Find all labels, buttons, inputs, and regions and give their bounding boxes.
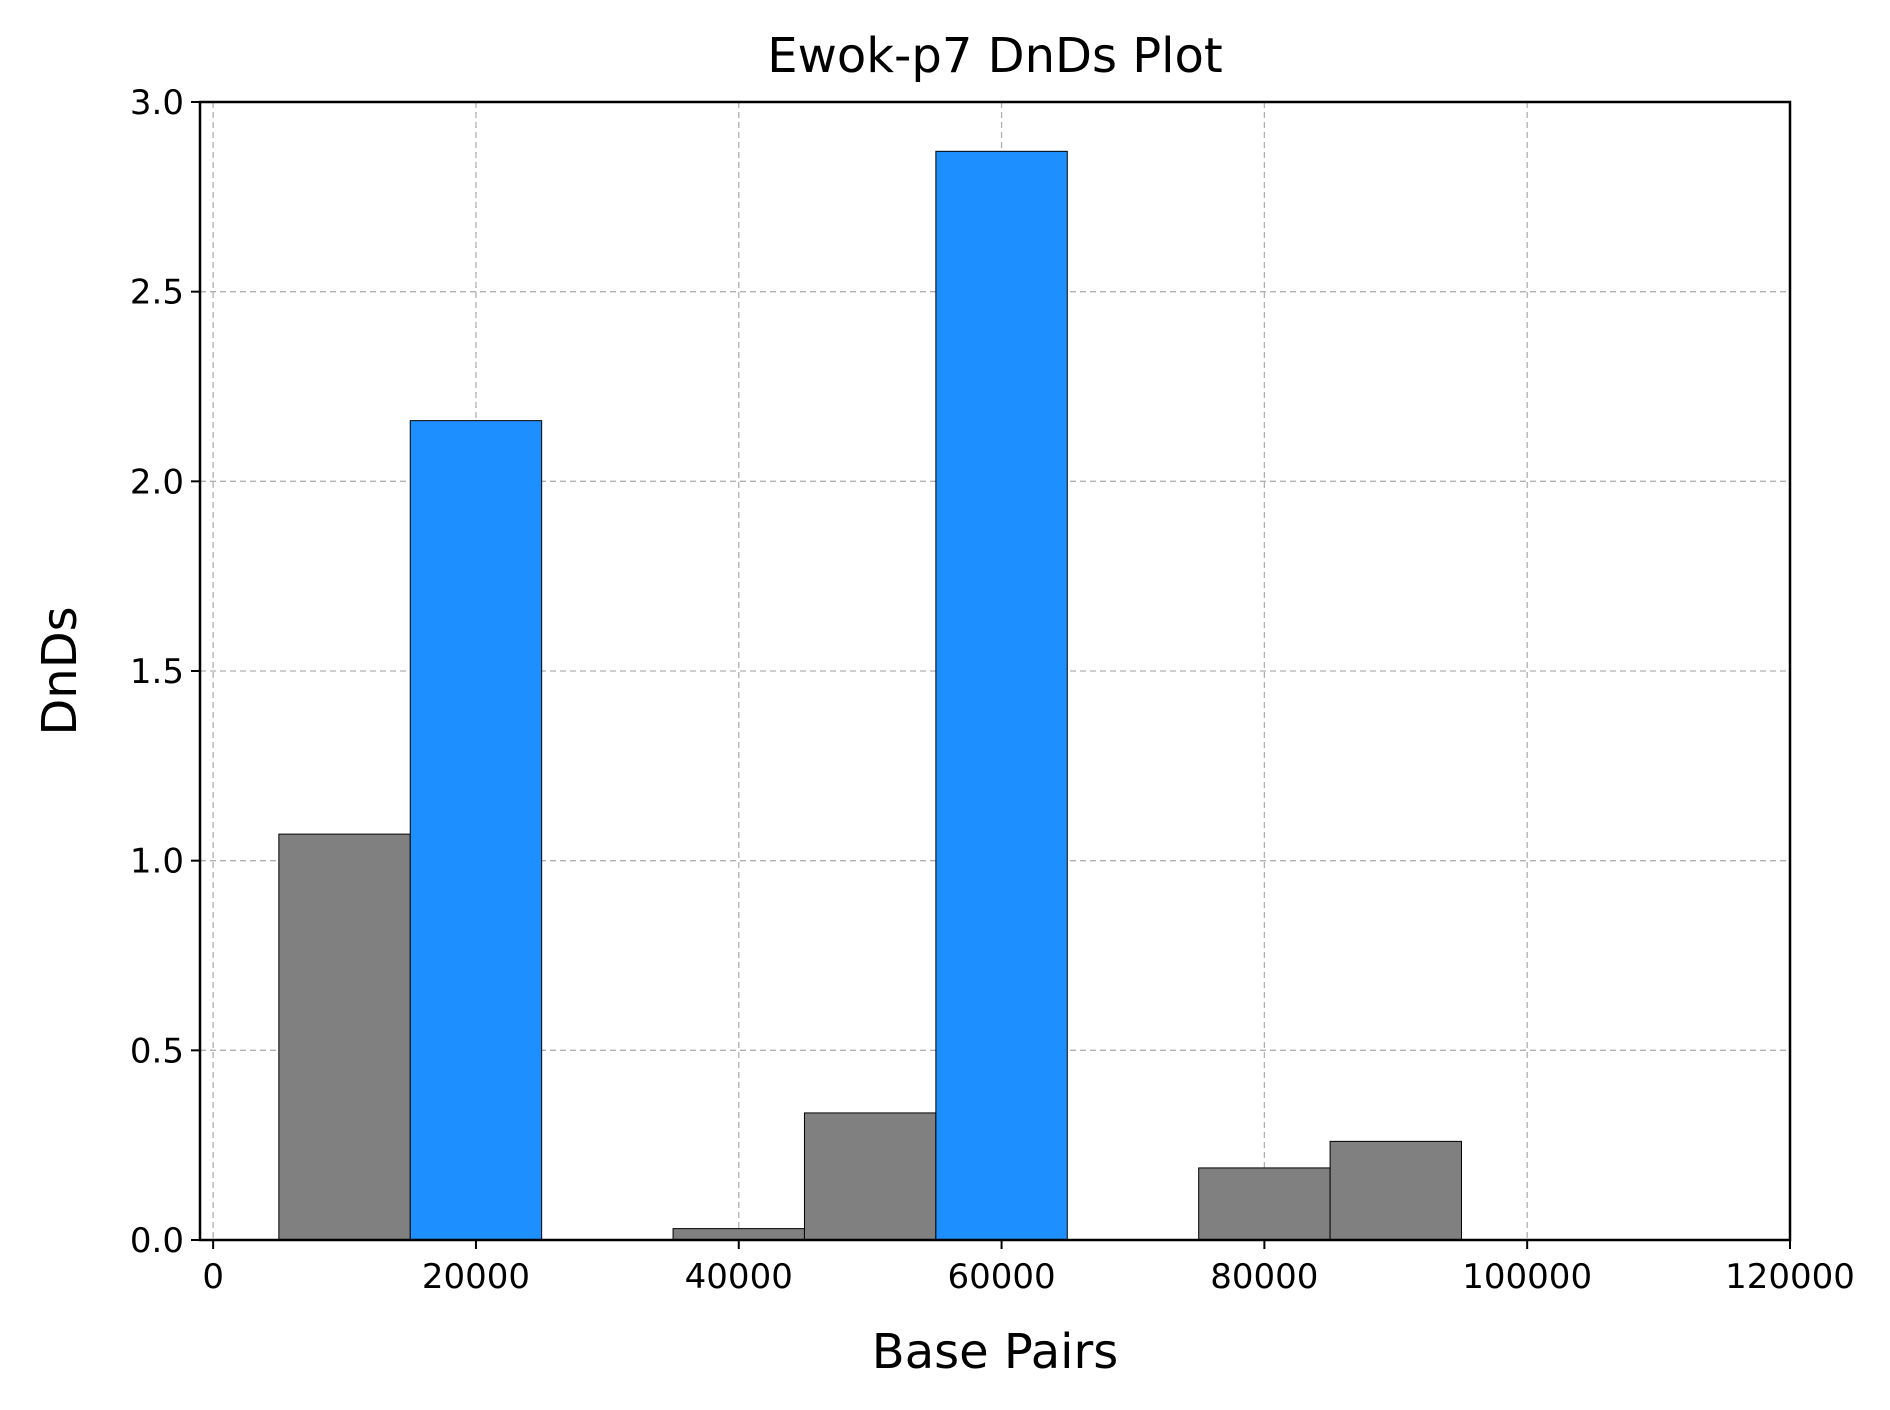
bar xyxy=(278,833,411,1241)
y-tick-label: 2.0 xyxy=(130,462,184,502)
y-tick-label: 0.0 xyxy=(130,1221,184,1261)
bar xyxy=(1329,1140,1462,1241)
x-tick-label: 60000 xyxy=(947,1257,1055,1297)
x-tick-label: 0 xyxy=(202,1257,224,1297)
bar xyxy=(409,420,543,1241)
x-tick-label: 40000 xyxy=(685,1257,793,1297)
x-tick-label: 120000 xyxy=(1725,1257,1855,1297)
y-tick-label: 3.0 xyxy=(130,83,184,123)
ticks: 0 20000 40000 60000 80000 100000 120000 0.0 0.5 1… xyxy=(130,83,1855,1297)
x-axis-label: Base Pairs xyxy=(872,1324,1118,1380)
x-tick-label: 100000 xyxy=(1462,1257,1592,1297)
bar xyxy=(935,150,1068,1241)
y-tick-label: 1.5 xyxy=(130,652,184,692)
x-tick-label: 20000 xyxy=(422,1257,530,1297)
y-tick-label: 0.5 xyxy=(130,1031,184,1071)
bars xyxy=(278,150,1462,1241)
x-tick-label: 80000 xyxy=(1210,1257,1318,1297)
y-tick-label: 1.0 xyxy=(130,842,184,882)
y-axis-label: DnDs xyxy=(32,606,88,735)
y-tick-label: 2.5 xyxy=(130,273,184,313)
bar xyxy=(1198,1167,1331,1241)
chart-title: Ewok-p7 DnDs Plot xyxy=(767,28,1222,84)
bar xyxy=(672,1228,805,1241)
bar xyxy=(803,1112,937,1241)
